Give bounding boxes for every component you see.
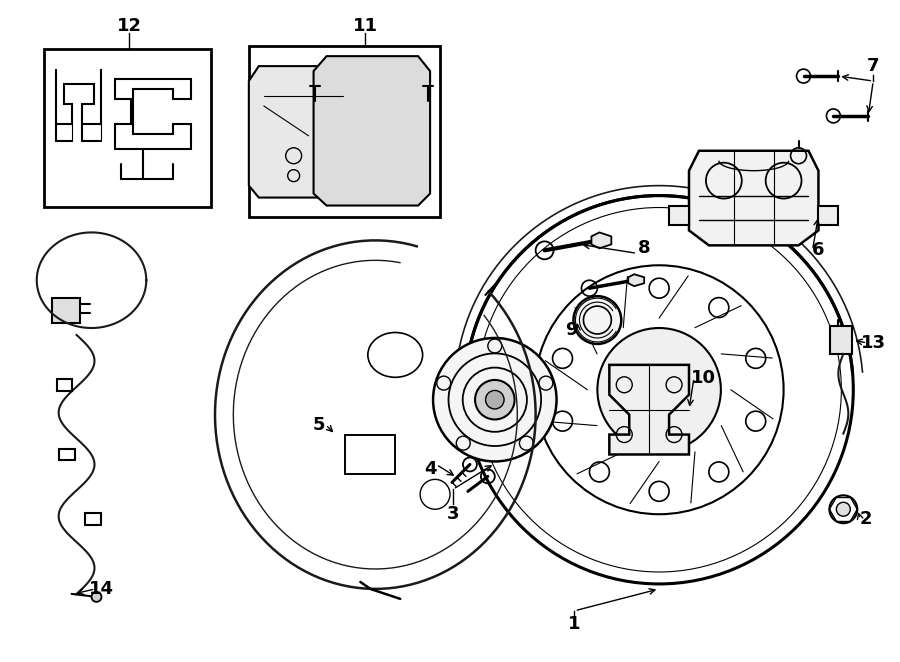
Bar bbox=[59, 448, 75, 461]
Circle shape bbox=[92, 592, 102, 602]
Text: 6: 6 bbox=[812, 242, 824, 260]
Text: 5: 5 bbox=[312, 416, 325, 434]
Polygon shape bbox=[628, 274, 644, 286]
Text: 8: 8 bbox=[638, 240, 651, 258]
Text: 11: 11 bbox=[353, 17, 378, 35]
Text: 2: 2 bbox=[860, 510, 872, 528]
Circle shape bbox=[475, 380, 515, 420]
Bar bbox=[248, 46, 440, 218]
Text: 3: 3 bbox=[446, 505, 459, 523]
Polygon shape bbox=[669, 205, 689, 226]
Polygon shape bbox=[591, 232, 611, 248]
Text: 10: 10 bbox=[691, 369, 716, 387]
Polygon shape bbox=[818, 205, 839, 226]
Polygon shape bbox=[609, 365, 689, 455]
Circle shape bbox=[573, 296, 621, 344]
Bar bbox=[57, 379, 73, 391]
Text: 13: 13 bbox=[860, 334, 886, 352]
Circle shape bbox=[433, 338, 556, 461]
Bar bbox=[86, 513, 101, 525]
Text: 7: 7 bbox=[867, 57, 879, 75]
Circle shape bbox=[598, 328, 721, 451]
Circle shape bbox=[836, 502, 850, 516]
Polygon shape bbox=[346, 434, 395, 475]
Polygon shape bbox=[248, 66, 348, 197]
Polygon shape bbox=[689, 151, 818, 246]
Text: 12: 12 bbox=[117, 17, 142, 35]
Text: 4: 4 bbox=[424, 460, 436, 479]
Bar bbox=[44, 49, 211, 207]
Bar bbox=[51, 298, 79, 323]
Bar bbox=[831, 326, 852, 354]
Text: 1: 1 bbox=[568, 615, 580, 633]
Polygon shape bbox=[313, 56, 430, 205]
Circle shape bbox=[634, 365, 684, 414]
Circle shape bbox=[465, 195, 853, 584]
Text: 14: 14 bbox=[89, 580, 114, 598]
Text: 9: 9 bbox=[565, 321, 578, 339]
Circle shape bbox=[486, 391, 504, 409]
